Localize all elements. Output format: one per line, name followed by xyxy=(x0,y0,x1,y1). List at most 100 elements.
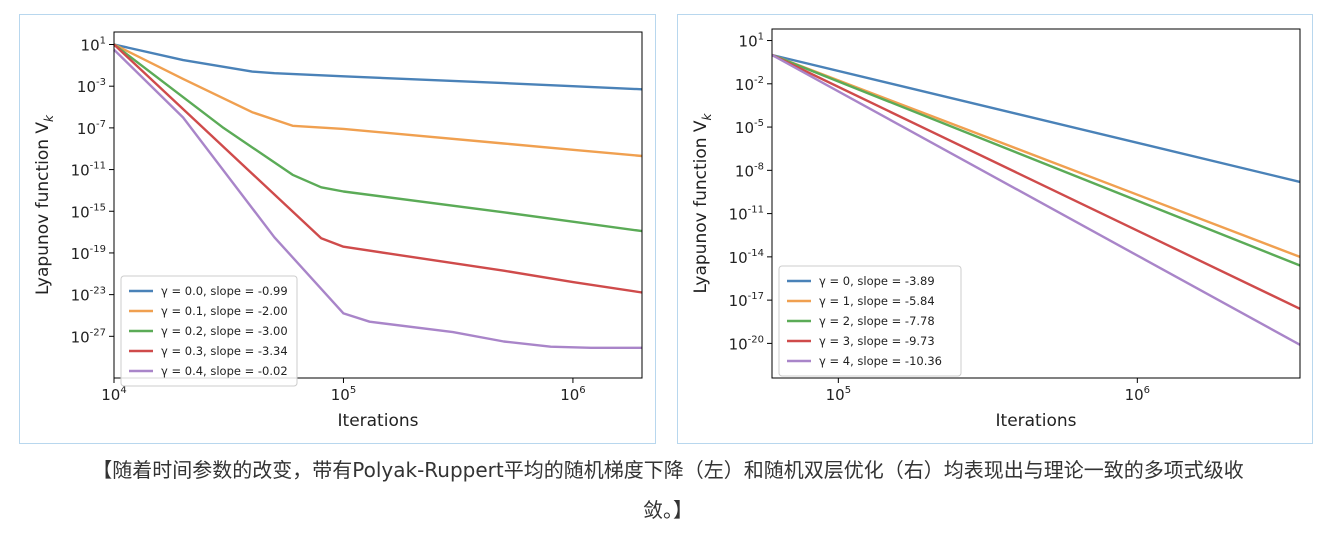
chart0-legend-entry: γ = 0.4, slope = -0.02 xyxy=(161,364,288,378)
chart0-series-line-4 xyxy=(113,48,642,349)
left-chart: 104 105 10610110-310-710-1110-1510-1910-23… xyxy=(33,31,643,431)
chart0-xtick-label: 105 xyxy=(331,385,356,404)
chart0-ytick-base: 10 xyxy=(71,245,90,263)
chart0-ylabel-sub: k xyxy=(42,114,56,122)
chart1-ytick-exp: -14 xyxy=(748,248,764,259)
chart1-ytick-exp: -5 xyxy=(754,118,764,129)
chart1-ytick-exp: -11 xyxy=(748,205,764,216)
chart0-ytick-exp: -23 xyxy=(90,286,106,297)
right-chart-panel: 105 106 101 10-2 10-5 10-8 10-11 10-14 10-17 10-2… xyxy=(677,14,1313,444)
chart1-xtick-exp: 5 xyxy=(845,385,851,396)
chart1-legend-entry: γ = 4, slope = -10.36 xyxy=(819,354,942,368)
chart0-ytick-base: 10 xyxy=(77,120,96,138)
chart1-legend-box xyxy=(778,265,962,377)
chart0-legend-box xyxy=(120,275,298,387)
chart0-legend-entry: γ = 0.1, slope = -2.00 xyxy=(161,304,288,318)
chart0-xtick-exp: 6 xyxy=(579,385,585,396)
chart1-ytick-label: 10-11 xyxy=(729,205,764,224)
chart0-ytick-base: 10 xyxy=(77,78,96,96)
chart1-ytick-base: 10 xyxy=(735,162,754,180)
chart1-ytick-base: 10 xyxy=(729,249,748,267)
chart0-ytick-label: 10-11 xyxy=(71,161,106,180)
chart1-series-line-4 xyxy=(771,53,1301,346)
chart1-series-line-0 xyxy=(771,53,1301,184)
chart0-ytick-label: 10-15 xyxy=(71,202,106,221)
chart1-xtick-label: 105 xyxy=(826,385,851,404)
chart0-xtick-label: 104 xyxy=(101,385,126,404)
chart1-ytick-exp: 1 xyxy=(758,32,764,43)
chart0-ytick-label: 101 xyxy=(81,36,106,55)
chart1-xtick-exp: 6 xyxy=(1144,385,1150,396)
chart1-ytick-label: 10-5 xyxy=(735,118,764,137)
chart1-xlabel: Iterations xyxy=(996,411,1077,431)
chart0-series-line-3 xyxy=(113,43,643,294)
chart1-ytick-base: 10 xyxy=(729,335,748,353)
chart0-ytick-label: 10-27 xyxy=(71,327,106,346)
chart1-ytick-base: 10 xyxy=(729,292,748,310)
right-chart: 105 10610110-210-510-810-1110-1410-1710-2… xyxy=(691,28,1301,431)
chart1-ytick-label: 10-2 xyxy=(735,75,764,94)
chart1-xtick-base: 10 xyxy=(1125,386,1144,404)
chart0-xtick-exp: 5 xyxy=(350,385,356,396)
chart0-ytick-base: 10 xyxy=(71,287,90,305)
chart1-ytick-label: 101 xyxy=(739,32,764,51)
chart0-xtick-base: 10 xyxy=(331,386,350,404)
chart1-ytick-exp: -2 xyxy=(754,75,764,86)
chart1-series-line-1 xyxy=(771,53,1301,259)
chart0-ytick-label: 10-7 xyxy=(77,119,106,138)
chart1-ylabel: Lyapunov function Vk xyxy=(691,112,714,293)
chart0-xtick-label: 106 xyxy=(560,385,585,404)
chart0-axes-frame xyxy=(113,31,643,379)
chart1-ytick-base: 10 xyxy=(739,33,758,51)
chart1-legend-entry: γ = 0, slope = -3.89 xyxy=(819,274,935,288)
chart1-ylabel-main: Lyapunov function V xyxy=(691,120,711,293)
chart1-ytick-base: 10 xyxy=(735,119,754,137)
chart0-legend-entry: γ = 0.2, slope = -3.00 xyxy=(161,324,288,338)
chart0-ytick-base: 10 xyxy=(81,37,100,55)
chart0-ytick-base: 10 xyxy=(71,203,90,221)
chart1-ytick-label: 10-17 xyxy=(729,291,764,310)
chart0-ytick-base: 10 xyxy=(71,328,90,346)
chart0-ytick-exp: 1 xyxy=(100,36,106,47)
chart0-ytick-exp: -15 xyxy=(90,202,106,213)
chart0-ytick-exp: -11 xyxy=(90,161,106,172)
chart0-series-line-1 xyxy=(113,43,643,158)
chart1-legend-entry: γ = 2, slope = -7.78 xyxy=(819,314,935,328)
chart0-xtick-exp: 4 xyxy=(120,385,126,396)
chart0-ytick-label: 10-3 xyxy=(77,77,106,96)
chart1-ytick-label: 10-14 xyxy=(729,248,764,267)
chart0-ytick-exp: -19 xyxy=(90,244,106,255)
chart0-ylabel-main: Lyapunov function V xyxy=(33,122,53,295)
chart0-ylabel: Lyapunov function Vk xyxy=(33,114,56,295)
chart1-ylabel-sub: k xyxy=(700,112,714,120)
chart0-ytick-label: 10-19 xyxy=(71,244,106,263)
chart1-xtick-base: 10 xyxy=(826,386,845,404)
chart0-legend: γ = 0.0, slope = -0.99 γ = 0.1, slope = -… xyxy=(120,275,298,387)
chart0-xlabel: Iterations xyxy=(338,411,419,431)
chart0-ytick-exp: -27 xyxy=(90,327,106,338)
chart1-ytick-exp: -20 xyxy=(748,334,764,345)
chart0-ytick-exp: -7 xyxy=(96,119,106,130)
chart1-ytick-label: 10-8 xyxy=(735,161,764,180)
chart1-ytick-exp: -8 xyxy=(754,161,764,172)
caption-text: 【随着时间参数的改变，带有Polyak-Ruppert平均的随机梯度下降（左）和… xyxy=(92,458,1244,522)
chart1-ytick-base: 10 xyxy=(729,206,748,224)
chart0-legend-entry: γ = 0.3, slope = -3.34 xyxy=(161,344,288,358)
chart1-legend: γ = 0, slope = -3.89 γ = 1, slope = -5.84… xyxy=(778,265,962,377)
chart1-ytick-label: 10-20 xyxy=(729,334,764,353)
chart0-ytick-base: 10 xyxy=(71,162,90,180)
chart1-xtick-label: 106 xyxy=(1125,385,1150,404)
chart1-legend-entry: γ = 3, slope = -9.73 xyxy=(819,334,935,348)
chart1-ytick-base: 10 xyxy=(735,76,754,94)
left-chart-panel: 104 105 106 101 10-3 10-7 10-11 10-15 10-19 10-23… xyxy=(19,14,656,444)
chart0-ytick-exp: -3 xyxy=(96,77,106,88)
chart1-series-line-2 xyxy=(771,53,1301,267)
chart1-series-line-3 xyxy=(771,53,1301,310)
chart0-ytick-label: 10-23 xyxy=(71,286,106,305)
chart0-legend-entry: γ = 0.0, slope = -0.99 xyxy=(161,284,288,298)
chart0-series-line-0 xyxy=(113,43,643,91)
chart1-legend-entry: γ = 1, slope = -5.84 xyxy=(819,294,935,308)
chart1-ytick-exp: -17 xyxy=(748,291,764,302)
chart1-axes-frame xyxy=(771,28,1301,379)
figure-caption: 【随着时间参数的改变，带有Polyak-Ruppert平均的随机梯度下降（左）和… xyxy=(0,450,1336,530)
